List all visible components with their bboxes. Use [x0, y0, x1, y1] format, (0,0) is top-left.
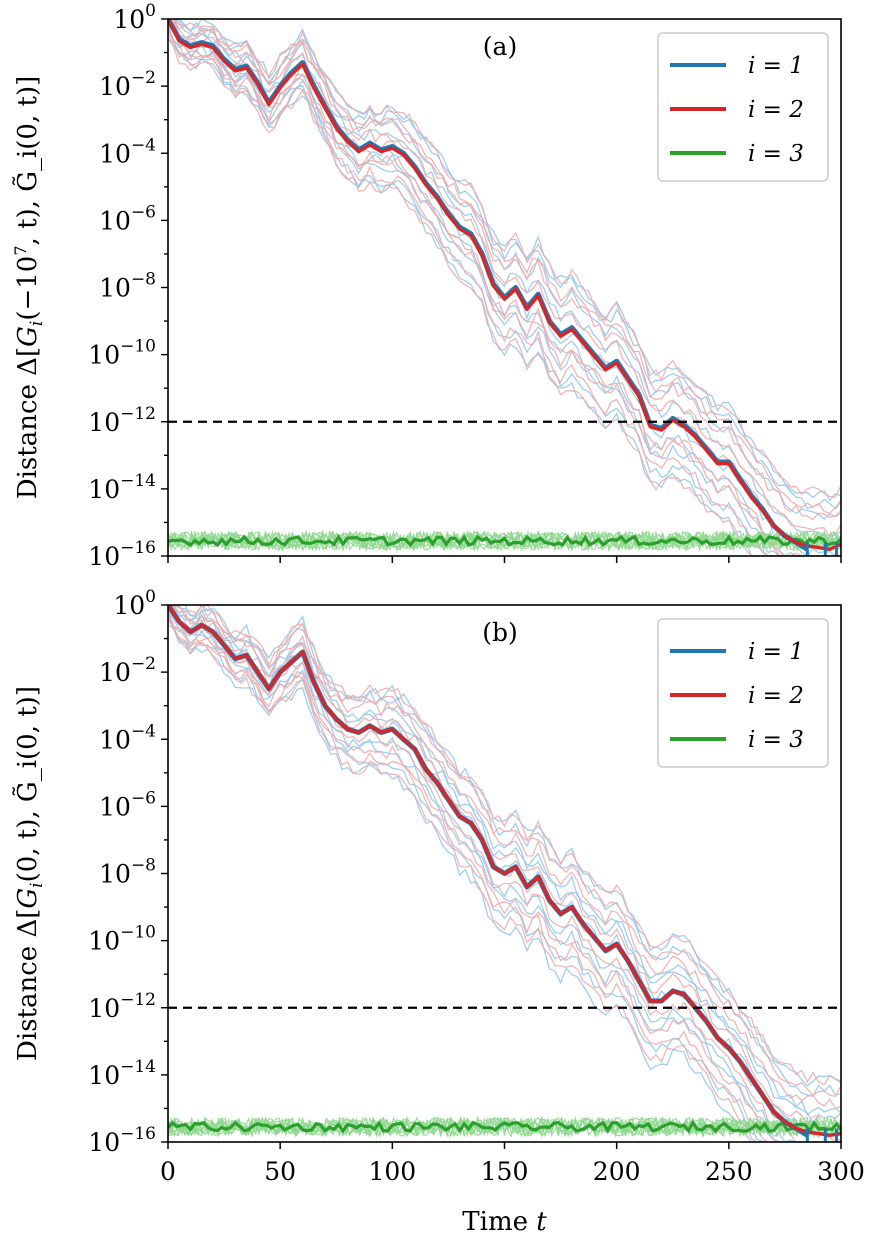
y-axis-label: Distance Δ[Gi​(−107​, t), G̃_i(0, t)] — [11, 76, 47, 499]
ensemble-line — [168, 19, 841, 515]
series-line-i2 — [168, 19, 841, 551]
x-tick-label: 100 — [368, 1157, 416, 1186]
legend-entry: i = 3 — [748, 727, 804, 753]
ensemble-line — [168, 38, 841, 556]
y-tick-label: 10−4 — [99, 135, 156, 168]
ensemble-line — [168, 615, 841, 1142]
y-tick-label: 10−8 — [99, 856, 156, 889]
legend-entry: i = 2 — [748, 97, 804, 123]
ensemble-line — [168, 605, 841, 1098]
y-tick-label: 10−2 — [99, 68, 156, 101]
y-tick-labels: 100 10−2 10−4 10−6 10−8 10−10 10−12 10−14 10−16 — [88, 1, 156, 571]
y-tick-label: 10−6 — [99, 788, 156, 821]
legend-entry: i = 3 — [748, 141, 804, 167]
panel-label: (a) — [483, 32, 517, 61]
y-tick-label: 10−10 — [88, 923, 156, 956]
ensemble-line — [168, 27, 841, 556]
legend: i = 1 i = 2 i = 3 — [657, 32, 829, 182]
ensemble-line — [168, 619, 841, 1142]
ensemble-line — [168, 19, 841, 521]
y-tick-labels: 100 10−2 10−4 10−6 10−8 10−10 10−12 10−14 10−16 — [88, 587, 156, 1157]
y-tick-label: 10−10 — [88, 337, 156, 370]
x-tick-label: 200 — [593, 1157, 641, 1186]
y-tick-label: 10−6 — [99, 202, 156, 235]
legend-entry: i = 2 — [748, 683, 804, 709]
y-tick-label: 10−8 — [99, 270, 156, 303]
ensemble-line — [168, 19, 841, 502]
y-axis-label: Distance Δ[Gi​(0, t), G̃_i(0, t)] — [12, 686, 47, 1061]
x-tick-label: 50 — [264, 1157, 296, 1186]
x-tick-label: 250 — [705, 1157, 753, 1186]
panel-b: 10010−210−410−610−810−1010−1210−1410−16 … — [12, 587, 865, 1237]
ensemble-line — [168, 19, 841, 498]
ensemble-line — [168, 605, 841, 1138]
panel-a: 10010−210−410−610−810−1010−1210−1410−16 … — [11, 1, 842, 571]
y-tick-label: 10−14 — [88, 471, 156, 504]
y-tick-label: 10−16 — [88, 1124, 156, 1157]
main-series-lines — [168, 19, 841, 556]
ensemble-line — [168, 605, 841, 1110]
x-tick-label: 0 — [160, 1157, 176, 1186]
main-series-lines — [168, 605, 841, 1142]
ensemble-line — [168, 529, 841, 553]
y-tick-label: 10−14 — [88, 1057, 156, 1090]
ensemble-line — [168, 26, 841, 556]
y-tick-label: 100 — [113, 587, 156, 620]
panel-label: (b) — [482, 618, 518, 647]
y-tick-label: 10−16 — [88, 538, 156, 571]
ensemble-line — [168, 605, 841, 1129]
x-tick-label: 300 — [817, 1157, 865, 1186]
legend-entry: i = 1 — [748, 639, 804, 665]
ensemble-line — [168, 19, 841, 556]
legend: i = 1 i = 2 i = 3 — [657, 618, 829, 768]
series-line-i2 — [168, 605, 841, 1138]
x-axis-label: Time t — [462, 1207, 547, 1237]
ensemble-line — [168, 1115, 841, 1138]
ensemble-line — [168, 609, 841, 1142]
axis-ticks — [161, 18, 842, 563]
y-tick-label: 10−12 — [88, 990, 156, 1023]
ensemble-line — [168, 605, 841, 1086]
axis-ticks — [161, 604, 842, 1149]
y-tick-label: 10−2 — [99, 654, 156, 687]
legend-entry: i = 1 — [748, 53, 804, 79]
series-line-i3 — [168, 533, 841, 548]
ensemble-line — [168, 611, 841, 1142]
y-tick-label: 100 — [113, 1, 156, 34]
y-tick-label: 10−12 — [88, 404, 156, 437]
ensemble-line — [168, 605, 841, 1116]
ensemble-lines — [168, 19, 841, 556]
series-line-i3 — [168, 1119, 841, 1134]
ensemble-line — [168, 31, 841, 556]
y-tick-label: 10−4 — [99, 721, 156, 754]
legend-box — [657, 32, 829, 182]
legend-box — [657, 618, 829, 768]
x-tick-label: 150 — [481, 1157, 529, 1186]
x-tick-labels: 0 50 100 150 200 250 300 — [160, 1157, 865, 1186]
